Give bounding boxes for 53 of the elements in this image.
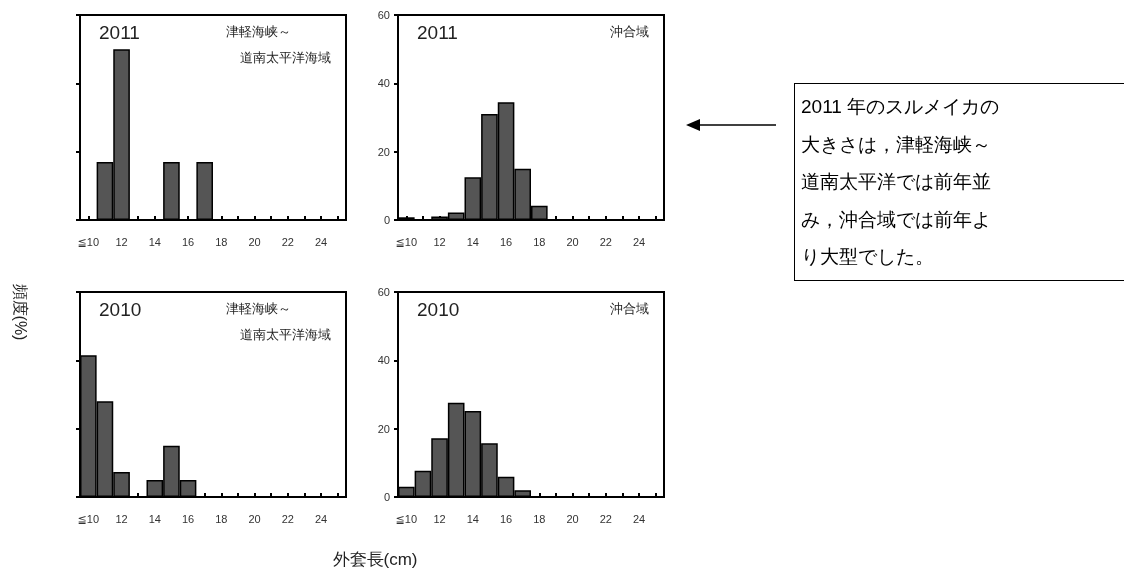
x-tick-label: ≦10 <box>77 512 100 525</box>
x-tick-label: 12 <box>115 512 128 525</box>
x-tick-label: 22 <box>599 512 612 525</box>
x-tick-label: ≦10 <box>395 512 418 525</box>
x-tick-label: 16 <box>181 235 195 248</box>
y-tick-label: 20 <box>377 422 390 435</box>
x-tick-label: 20 <box>248 235 261 248</box>
x-tick-label: 22 <box>281 512 294 525</box>
x-tick-label: 18 <box>215 235 228 248</box>
annotation: 道南太平洋海域 <box>240 50 331 65</box>
x-tick-label: 20 <box>248 512 261 525</box>
x-tick-label: 14 <box>148 512 161 525</box>
x-tick-label: 24 <box>632 235 646 248</box>
annotation: 津軽海峡～ <box>226 301 291 316</box>
y-tick-label: 0 <box>383 214 390 226</box>
x-tick-label: 16 <box>499 512 513 525</box>
x-tick-label: 14 <box>466 235 479 248</box>
y-tick-label: 40 <box>377 77 390 90</box>
annotation: 道南太平洋海域 <box>240 327 331 342</box>
x-tick-label: 12 <box>433 512 446 525</box>
x-tick-label: 12 <box>115 235 128 248</box>
x-tick-label: 16 <box>181 512 195 525</box>
x-tick-label: ≦10 <box>77 235 100 248</box>
text: 2011 年のスルメイカの大きさは，津軽海峡～道南太平洋では前年並み，沖合域では前年より大型でした。 <box>801 95 1001 269</box>
y-tick-label: 20 <box>377 145 390 158</box>
x-tick-label: ≦10 <box>395 235 418 248</box>
x-tick-label: 12 <box>433 235 446 248</box>
x-tick-label: 18 <box>533 235 546 248</box>
x-tick-label: 16 <box>499 235 513 248</box>
chart-title: 2010 <box>99 299 142 320</box>
y-tick-label: 60 <box>377 9 390 21</box>
annotation: 沖合域 <box>610 24 649 39</box>
x-tick-label: 14 <box>148 235 161 248</box>
chart-title: 2011 <box>417 22 458 43</box>
y-tick-label: 60 <box>377 286 390 298</box>
x-tick-label: 24 <box>632 512 646 525</box>
text: 頻度(%) <box>11 282 30 343</box>
annotation: 沖合域 <box>610 301 649 316</box>
x-tick-label: 22 <box>599 235 612 248</box>
text: 外套長(cm) <box>331 549 419 571</box>
x-tick-label: 24 <box>314 235 328 248</box>
y-tick-label: 40 <box>377 354 390 367</box>
x-tick-label: 18 <box>533 512 546 525</box>
annotation: 津軽海峡～ <box>226 24 291 39</box>
x-tick-label: 22 <box>281 235 294 248</box>
x-tick-label: 20 <box>566 235 579 248</box>
x-tick-label: 24 <box>314 512 328 525</box>
chart-title: 2010 <box>417 299 460 320</box>
x-tick-label: 20 <box>566 512 579 525</box>
x-tick-label: 14 <box>466 512 479 525</box>
chart-title: 2011 <box>99 22 140 43</box>
y-tick-label: 0 <box>383 491 390 503</box>
x-tick-label: 18 <box>215 512 228 525</box>
